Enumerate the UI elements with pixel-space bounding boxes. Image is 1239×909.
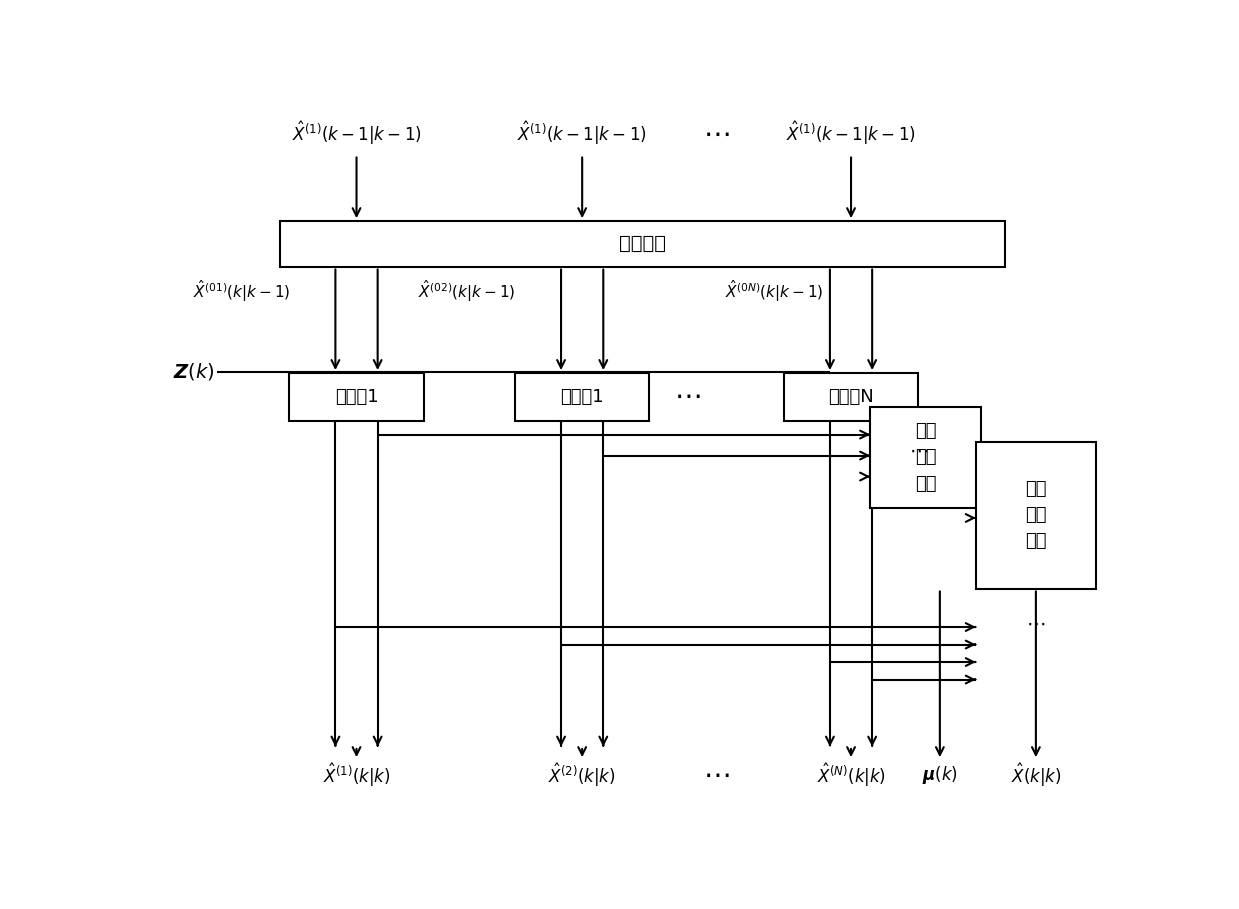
Text: $\cdots$: $\cdots$	[704, 120, 730, 147]
Text: 状态
估计
加权: 状态 估计 加权	[1025, 480, 1047, 551]
Bar	[784, 373, 918, 421]
Text: $\hat{X}^{(1)}(k|k)$: $\hat{X}^{(1)}(k|k)$	[322, 762, 390, 789]
Text: $\hat{X}(k|k)$: $\hat{X}(k|k)$	[1011, 762, 1061, 789]
Bar	[976, 442, 1097, 588]
Text: $\hat{X}^{(2)}(k|k)$: $\hat{X}^{(2)}(k|k)$	[549, 762, 616, 789]
Bar	[515, 373, 649, 421]
Text: $\hat{X}^{(1)}(k-1|k-1)$: $\hat{X}^{(1)}(k-1|k-1)$	[787, 120, 916, 147]
Text: $\hat{X}^{(1)}(k-1|k-1)$: $\hat{X}^{(1)}(k-1|k-1)$	[518, 120, 647, 147]
Bar	[870, 406, 981, 508]
Text: 交互作用: 交互作用	[618, 235, 665, 254]
Text: $\boldsymbol{Z}(k)$: $\boldsymbol{Z}(k)$	[172, 361, 214, 382]
Bar	[280, 221, 1005, 266]
Text: $\boldsymbol{\mu}(k)$: $\boldsymbol{\mu}(k)$	[922, 764, 958, 786]
Text: $\hat{X}^{(02)}(k|k-1)$: $\hat{X}^{(02)}(k|k-1)$	[419, 278, 515, 304]
Text: $\cdots$: $\cdots$	[704, 762, 730, 789]
Text: $\hat{X}^{(1)}(k-1|k-1)$: $\hat{X}^{(1)}(k-1|k-1)$	[291, 120, 421, 147]
Text: 滤波器N: 滤波器N	[828, 388, 873, 405]
Text: 滤波器1: 滤波器1	[560, 388, 603, 405]
Text: $\hat{X}^{(0N)}(k|k-1)$: $\hat{X}^{(0N)}(k|k-1)$	[725, 278, 824, 304]
Text: $\cdots$: $\cdots$	[1026, 614, 1046, 633]
Text: $\cdots$: $\cdots$	[674, 382, 701, 410]
Text: $\cdots$: $\cdots$	[908, 441, 928, 460]
Text: $\hat{X}^{(01)}(k|k-1)$: $\hat{X}^{(01)}(k|k-1)$	[192, 278, 290, 304]
Bar	[290, 373, 424, 421]
Text: 模型
概率
更新: 模型 概率 更新	[914, 422, 937, 493]
Text: 滤波器1: 滤波器1	[335, 388, 378, 405]
Text: $\hat{X}^{(N)}(k|k)$: $\hat{X}^{(N)}(k|k)$	[817, 762, 886, 789]
